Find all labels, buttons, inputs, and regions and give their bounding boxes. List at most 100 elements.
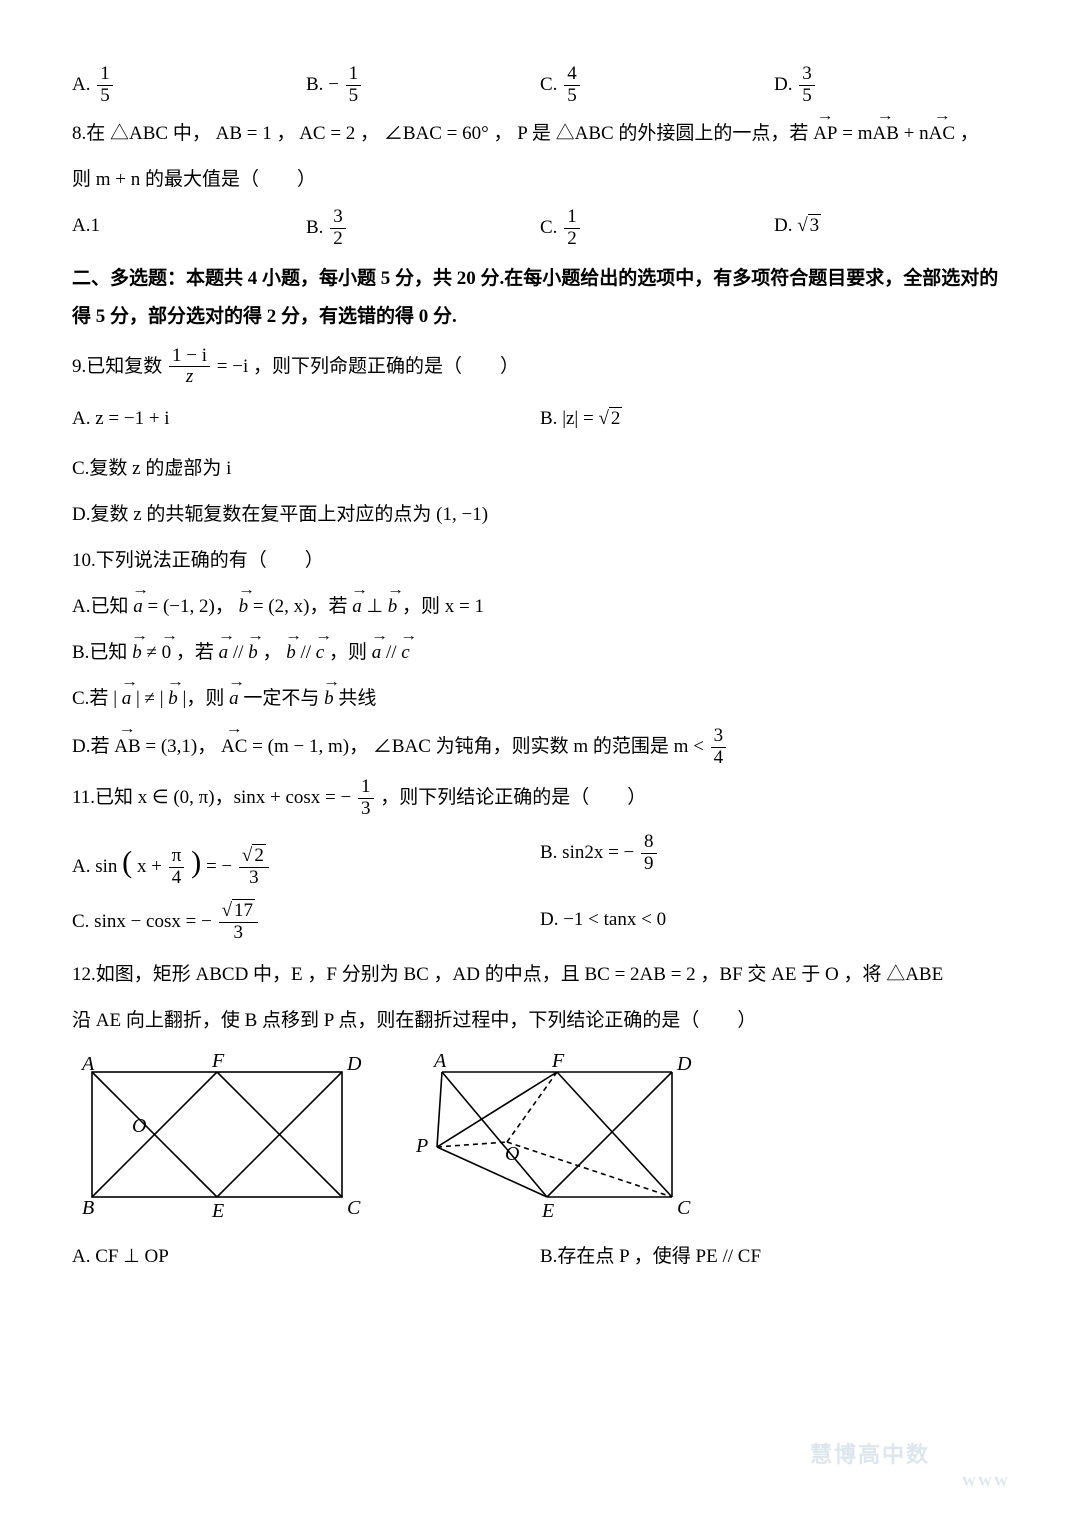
opt-label: B. [306, 217, 323, 238]
q9: 9.已知复数 1 − iz = −i ，则下列命题正确的是（ ） [72, 346, 1008, 389]
q12-line2: 沿 AE 向上翻折，使 B 点移到 P 点，则在翻折过程中，下列结论正确的是（ … [72, 1002, 1008, 1040]
text: 则 m + n 的最大值是（ ） [72, 169, 316, 190]
watermark-2: WWW [962, 1469, 1010, 1497]
text: C. sinx − cosx = − [72, 910, 212, 931]
neq: ≠ [146, 642, 161, 663]
vec-b: b [388, 588, 398, 626]
opt-label: D. [774, 215, 792, 236]
eq-ac: AC = 2 [299, 123, 355, 144]
text: 8.在 [72, 123, 105, 144]
text: = (m − 1, m)， [252, 736, 368, 757]
label-e: E [541, 1200, 554, 1222]
label-b: B [82, 1197, 94, 1219]
opt-label: A. [72, 215, 90, 236]
q10-opt-d: D.若 AB = (3,1)， AC = (m − 1, m)， ∠BAC 为钝… [72, 726, 1008, 769]
text: A. sin [72, 856, 117, 877]
text: C.若 [72, 688, 108, 709]
par: // [233, 642, 248, 663]
vec-a: a [352, 588, 362, 626]
text: = (2, x)，若 [253, 596, 348, 617]
line-pf [437, 1072, 557, 1147]
text: D.若 [72, 736, 109, 757]
opt-label: B. [540, 408, 557, 429]
angle: ∠BAC = 60° [384, 123, 489, 144]
triangle: △ABC [556, 123, 614, 144]
vec-ac: AC [221, 728, 247, 766]
vec-b: b [132, 634, 142, 672]
fraction: 12 [564, 207, 580, 250]
abs: | ≠ | [136, 688, 164, 709]
q8-options: A.1 B. 32 C. 12 D. 3 [72, 207, 1008, 250]
text: ，若 [176, 642, 214, 663]
q9-opt-b: B. |z| = 2 [540, 400, 1008, 438]
vec-ab: AB [114, 728, 140, 766]
q8-opt-a: A.1 [72, 207, 306, 250]
sep: ， [960, 123, 979, 144]
fraction: 15 [346, 64, 362, 107]
label-o: O [132, 1115, 146, 1137]
sep: ， [262, 642, 281, 663]
q11-opt-b: B. sin2x = − 89 [540, 832, 1008, 893]
label-d: D [346, 1053, 362, 1075]
q10-opt-c: C.若 | a | ≠ | b |，则 a 一定不与 b 共线 [72, 680, 1008, 718]
vec-b: b [324, 680, 334, 718]
neg-sign: − [328, 74, 339, 95]
triangle: △ABC [110, 123, 168, 144]
label-d: D [676, 1053, 692, 1075]
paren: ) [191, 845, 201, 879]
vec-b: b [168, 680, 178, 718]
text: 一定不与 [243, 688, 319, 709]
vec-a: a [219, 634, 229, 672]
sqrt: 3 [797, 207, 821, 245]
q8-opt-b: B. 32 [306, 207, 540, 250]
text: = m [842, 123, 872, 144]
vec-ap: AP [813, 115, 837, 153]
figure-1: A B C D E F O [72, 1052, 362, 1222]
q7-options: A. 15 B. − 15 C. 45 D. 35 [72, 64, 1008, 107]
q7-opt-c: C. 45 [540, 64, 774, 107]
abs: | [113, 688, 117, 709]
text: |，则 [183, 688, 225, 709]
label-c: C [677, 1197, 691, 1219]
figure-2: A D C E F P O [402, 1052, 702, 1222]
text: A.已知 [72, 596, 128, 617]
q7-opt-a: A. 15 [72, 64, 306, 107]
par: // [386, 642, 401, 663]
line-pe [437, 1147, 547, 1197]
q10-opt-a: A.已知 a = (−1, 2)， b = (2, x)，若 a ⊥ b ，则 … [72, 588, 1008, 626]
label-a: A [432, 1052, 447, 1072]
sqrt: 2 [242, 846, 266, 867]
text: ，则下列结论正确的是（ ） [380, 787, 646, 808]
opt-label: C. [540, 74, 557, 95]
fraction: 45 [564, 64, 580, 107]
text: 的外接圆上的一点，若 [618, 123, 808, 144]
line-of [507, 1072, 557, 1142]
fraction: 23 [239, 846, 269, 889]
sep: ， [360, 123, 379, 144]
sqrt: 2 [598, 400, 622, 438]
fraction: 1 − iz [169, 346, 210, 389]
q8-line2: 则 m + n 的最大值是（ ） [72, 161, 1008, 199]
fraction: 35 [799, 64, 815, 107]
label-e: E [211, 1200, 224, 1222]
rect-abcd [92, 1072, 342, 1197]
vec-b: b [286, 634, 296, 672]
vec-a: a [229, 680, 239, 718]
fraction: π4 [169, 846, 185, 889]
q11-options-ab: A. sin ( x + π4 ) = − 23 B. sin2x = − 89 [72, 828, 1008, 897]
text: ∠BAC 为钝角，则实数 m 的范围是 m < [373, 736, 709, 757]
opt-label: C. [540, 217, 557, 238]
q7-opt-b: B. − 15 [306, 64, 540, 107]
q10-opt-b: B.已知 b ≠ 0 ，若 a // b ， b // c ，则 a // c [72, 634, 1008, 672]
q9-opt-a: A. z = −1 + i [72, 400, 540, 438]
q11-options-cd: C. sinx − cosx = − 173 D. −1 < tanx < 0 [72, 897, 1008, 948]
text: = (−1, 2)， [147, 596, 233, 617]
q9-opt-d: D.复数 z 的共轭复数在复平面上对应的点为 (1, −1) [72, 496, 1008, 534]
line-ap [437, 1072, 442, 1147]
text: + n [904, 123, 929, 144]
q8-opt-c: C. 12 [540, 207, 774, 250]
vec-b: b [248, 634, 258, 672]
text: 共线 [338, 688, 376, 709]
eq: = −i [217, 355, 248, 376]
text: P 是 [517, 123, 551, 144]
